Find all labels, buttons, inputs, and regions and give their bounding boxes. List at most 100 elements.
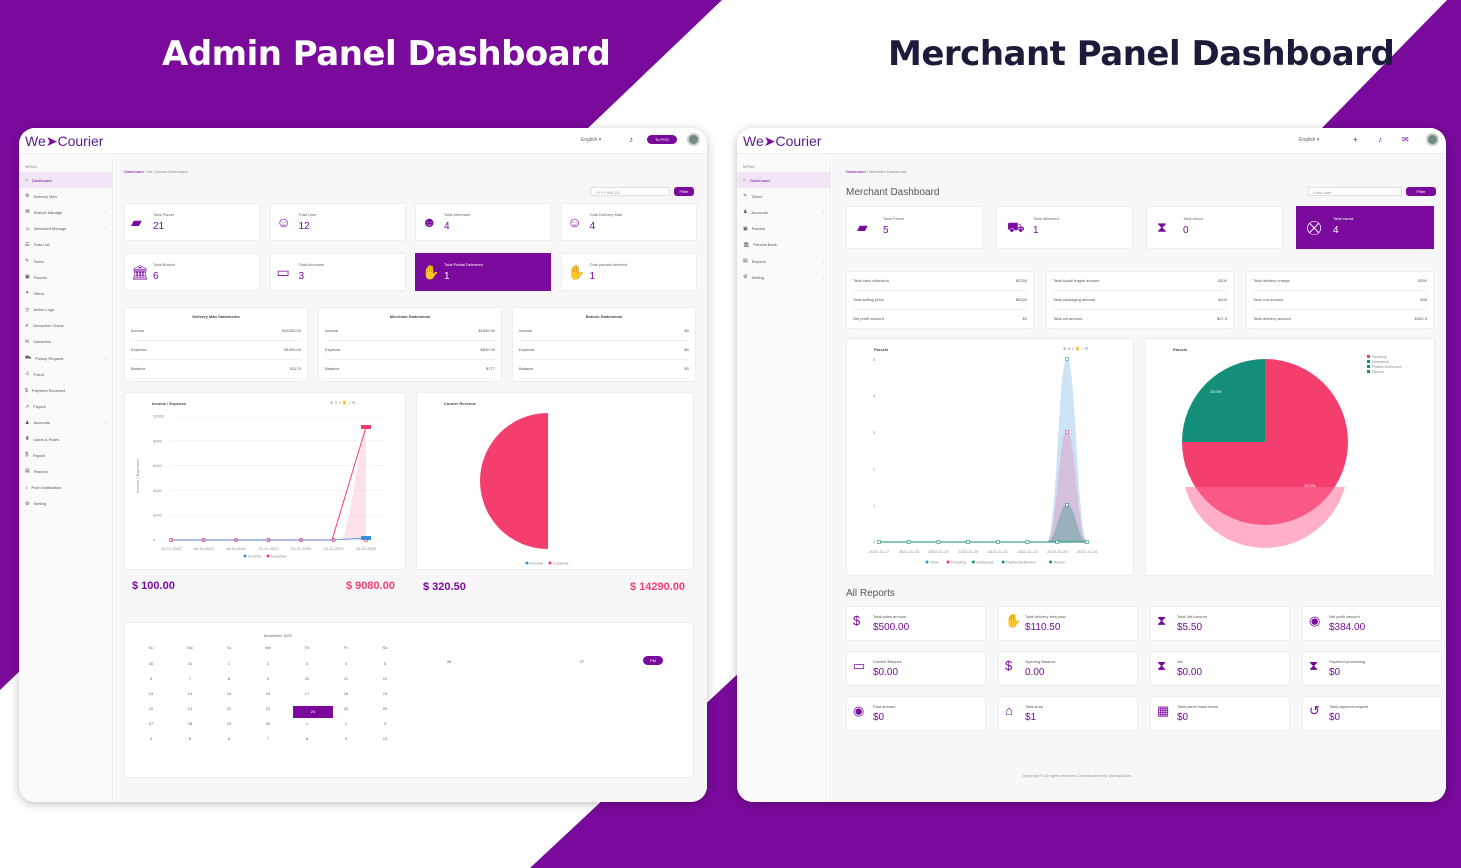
filter-button[interactable]: Filter	[674, 187, 694, 196]
sidebar-item-pickup-request[interactable]: ⛟ Pickup Request ›	[19, 350, 112, 366]
sidebar-item-label: Accounts	[33, 420, 50, 426]
sidebar-item-dashboard[interactable]: ⌂ Dashboard	[19, 172, 112, 189]
sidebar-item-reports[interactable]: ▤ Reports ›	[737, 253, 830, 269]
calendar-day[interactable]: 21	[187, 706, 193, 711]
filter-button[interactable]: Filter	[1406, 187, 1436, 196]
sidebar-item-fraud[interactable]: ⚠ Fraud	[19, 366, 112, 382]
plus-icon[interactable]: +	[1353, 135, 1358, 144]
calendar-day[interactable]: 5	[383, 661, 387, 666]
bank-icon: 🏛	[131, 263, 149, 280]
boxes-icon: ▦	[1157, 703, 1170, 718]
merchant-logo[interactable]: We➤Courier	[743, 133, 822, 149]
date-input[interactable]: YYYY-MM-DD	[590, 187, 670, 196]
sidebar-item-setting[interactable]: ⚙ Setting ›	[19, 496, 112, 512]
avatar[interactable]	[1426, 133, 1439, 146]
pm-toggle[interactable]: PM	[643, 656, 663, 665]
courier-chart-title: Courier Revenue	[444, 401, 477, 406]
calendar-day[interactable]: 7	[266, 736, 270, 741]
calendar-day[interactable]: 1	[227, 661, 231, 666]
calendar-day[interactable]: 23	[265, 706, 271, 711]
date-input[interactable]: Enter date	[1308, 187, 1402, 196]
sidebar-item-subscribe[interactable]: ✉ Subscribe	[19, 334, 112, 350]
calendar-day[interactable]: 11	[343, 676, 349, 681]
calendar-day[interactable]: 2	[266, 661, 270, 666]
calendar-day[interactable]: 16	[265, 691, 271, 696]
sidebar-item-parcels[interactable]: ▣ Parcels	[737, 221, 830, 237]
sidebar-item-accounts[interactable]: ♟ Accounts ›	[737, 204, 830, 220]
admin-logo[interactable]: We➤Courier	[25, 133, 104, 149]
sidebar-item-deception-check[interactable]: ✔ Deception Check	[19, 318, 112, 334]
admin-language-select[interactable]: English ▾	[581, 137, 602, 143]
sidebar-item-parcels-bank[interactable]: 🏛 Parcels Bank	[737, 237, 830, 253]
calendar-day[interactable]: 4	[149, 736, 153, 741]
calendar-day[interactable]: 3	[383, 721, 387, 726]
calendar-day[interactable]: 20	[148, 706, 154, 711]
selected-day[interactable]: 24	[293, 706, 333, 718]
sidebar-item-branch-manage[interactable]: ⌘ Branch Manage ›	[19, 204, 112, 220]
calendar-day[interactable]: 26	[382, 706, 388, 711]
sidebar-item-todo-list[interactable]: ☰ Todo List	[19, 237, 112, 253]
calendar-day[interactable]: 3	[305, 661, 309, 666]
sidebar-item-setting[interactable]: ⚙ Setting ›	[737, 269, 830, 285]
calendar-day[interactable]: 15	[226, 691, 232, 696]
merchant-language-select[interactable]: English ▾	[1299, 137, 1320, 143]
calendar-day[interactable]: 25	[343, 706, 349, 711]
calendar-day[interactable]: 28	[187, 721, 193, 726]
mail-icon[interactable]: ✉	[1402, 135, 1409, 144]
sidebar-item-push-notification[interactable]: ♪ Push Notification	[19, 480, 112, 496]
calendar-day[interactable]: 17	[304, 691, 310, 696]
calendar-day[interactable]: 10	[304, 676, 310, 681]
report-label: Paid amount	[873, 704, 896, 709]
calendar-day[interactable]: 7	[188, 676, 192, 681]
sidebar-item-ticket[interactable]: ✎ Ticket	[737, 188, 830, 204]
bell-icon[interactable]: ♪	[629, 135, 633, 144]
sidebar-item-reports[interactable]: ▤ Reports ›	[19, 463, 112, 479]
stat-label: Total User	[298, 212, 317, 217]
bell-icon[interactable]: ♪	[1378, 135, 1382, 144]
calendar-day[interactable]: 31	[187, 661, 193, 666]
branch-icon: ⌘	[25, 209, 30, 216]
stat-card: ⛒ Total transit 4	[1296, 206, 1434, 249]
time-hours[interactable]: 08	[446, 659, 452, 664]
sidebar-item-active-logs[interactable]: ◷ Active Logs	[19, 302, 112, 318]
sidebar-item-merchant-manage[interactable]: ☺ Merchant Manage ›	[19, 221, 112, 237]
calendar-day[interactable]: 19	[382, 691, 388, 696]
avatar[interactable]	[687, 133, 700, 146]
calendar-day[interactable]: 2	[344, 721, 348, 726]
calendar-day[interactable]: 29	[226, 721, 232, 726]
sidebar-item-offers[interactable]: ✦ Offers	[19, 285, 112, 301]
calendar-day[interactable]: 5	[188, 736, 192, 741]
sidebar-item-payroll[interactable]: ₿ Payroll ›	[19, 447, 112, 463]
sidebar-item-label: Parcels	[751, 226, 766, 232]
sidebar-item-accounts[interactable]: ♟ Accounts ›	[19, 415, 112, 431]
payout-icon: ↗	[25, 403, 30, 410]
calendar-day[interactable]: 1	[305, 721, 309, 726]
sidebar-item-users-roles[interactable]: ♜ Users & Roles ›	[19, 431, 112, 447]
to-pos-button[interactable]: To POS	[647, 135, 677, 144]
courier-legend-income-dot	[525, 561, 529, 565]
calendar-day[interactable]: 6	[227, 736, 231, 741]
calendar-day[interactable]: 9	[266, 676, 270, 681]
time-minutes[interactable]: 07	[579, 659, 585, 664]
sidebar-item-ticket[interactable]: ✎ Ticket	[19, 253, 112, 269]
calendar-day[interactable]: 27	[148, 721, 154, 726]
calendar-day[interactable]: 18	[343, 691, 349, 696]
summary-key: Total vat amount	[1053, 316, 1083, 321]
sidebar-item-payout[interactable]: ↗ Payout	[19, 399, 112, 415]
sidebar-item-delivery-man[interactable]: ⚙ Delivery Man	[19, 188, 112, 204]
calendar-day[interactable]: 14	[187, 691, 193, 696]
calendar-day[interactable]: 4	[344, 661, 348, 666]
calendar-day[interactable]: 8	[305, 736, 309, 741]
calendar-day[interactable]: 8	[227, 676, 231, 681]
calendar-day[interactable]: 13	[148, 691, 154, 696]
calendar-day[interactable]: 22	[226, 706, 232, 711]
calendar-day[interactable]: 10	[382, 736, 388, 741]
calendar-day[interactable]: 30	[265, 721, 271, 726]
sidebar-item-parcels[interactable]: ▣ Parcels	[19, 269, 112, 285]
sidebar-item-payment-received[interactable]: $ Payment Received	[19, 382, 112, 398]
calendar-day[interactable]: 12	[382, 676, 388, 681]
calendar-day[interactable]: 9	[344, 736, 348, 741]
calendar-day[interactable]: 6	[149, 676, 153, 681]
sidebar-item-dashboard[interactable]: ⌂ Dashboard	[737, 172, 830, 189]
calendar-day[interactable]: 30	[148, 661, 154, 666]
